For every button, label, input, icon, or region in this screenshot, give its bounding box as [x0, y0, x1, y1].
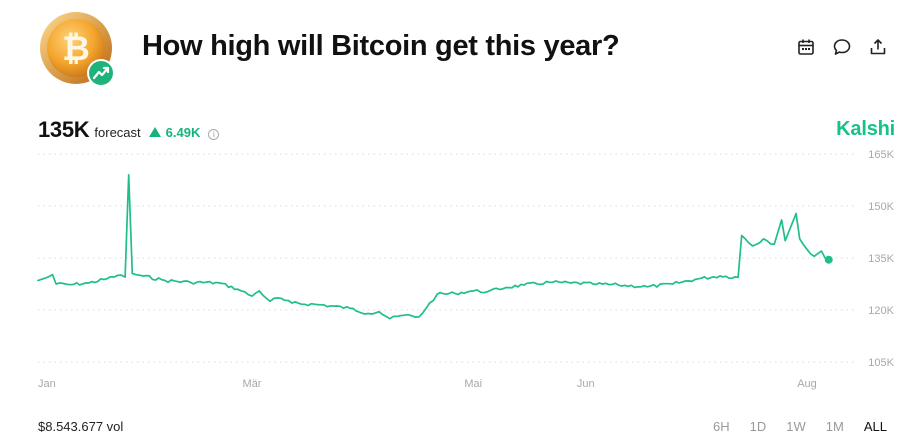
price-chart[interactable]: 105K 120K 135K 150K 165K Jan Mär Mai Jun Aug	[0, 140, 905, 395]
info-icon[interactable]: i	[208, 129, 220, 140]
calendar-button[interactable]	[797, 38, 815, 56]
x-tick-label: Jan	[38, 378, 56, 390]
x-tick-label: Mär	[243, 378, 262, 390]
volume-text: $8.543.677 vol	[38, 419, 124, 434]
x-tick-label: Jun	[577, 378, 595, 390]
range-1w-button[interactable]: 1W	[786, 419, 806, 434]
series-line	[37, 173, 830, 320]
forecast-change-value: 6.49K	[165, 124, 201, 140]
svg-text:₿: ₿	[62, 29, 90, 69]
bitcoin-coin-icon: ₿	[40, 12, 115, 87]
forecast-change: 6.49K	[148, 124, 201, 140]
x-tick-label: Aug	[797, 378, 817, 390]
range-1m-button[interactable]: 1M	[825, 419, 844, 434]
comment-icon	[833, 39, 851, 55]
header-actions	[797, 38, 887, 56]
comment-button[interactable]	[833, 38, 851, 56]
time-range-selector: 6H 1D 1W 1M ALL	[703, 419, 887, 434]
y-tick-label: 165K	[868, 149, 894, 161]
y-tick-label: 135K	[868, 253, 894, 265]
range-1d-button[interactable]: 1D	[749, 419, 767, 434]
range-all-button[interactable]: ALL	[863, 419, 887, 434]
calendar-icon	[798, 39, 814, 55]
current-value-point	[824, 255, 833, 264]
share-button[interactable]	[869, 38, 887, 56]
forecast-value: 135K	[38, 117, 90, 142]
y-tick-label: 105K	[868, 357, 894, 369]
forecast-label: forecast	[94, 125, 141, 140]
y-tick-label: 150K	[868, 201, 894, 213]
x-tick-label: Mai	[464, 378, 482, 390]
range-6h-button[interactable]: 6H	[713, 419, 730, 434]
page-title: How high will Bitcoin get this year?	[142, 30, 620, 62]
brand-logo[interactable]: Kalshi	[836, 118, 895, 140]
y-tick-label: 120K	[868, 305, 894, 317]
forecast-summary: 135K forecast 6.49K i	[38, 117, 220, 143]
bitcoin-logo: ₿	[38, 10, 118, 90]
up-arrow-icon	[148, 127, 161, 137]
share-icon	[870, 39, 886, 55]
